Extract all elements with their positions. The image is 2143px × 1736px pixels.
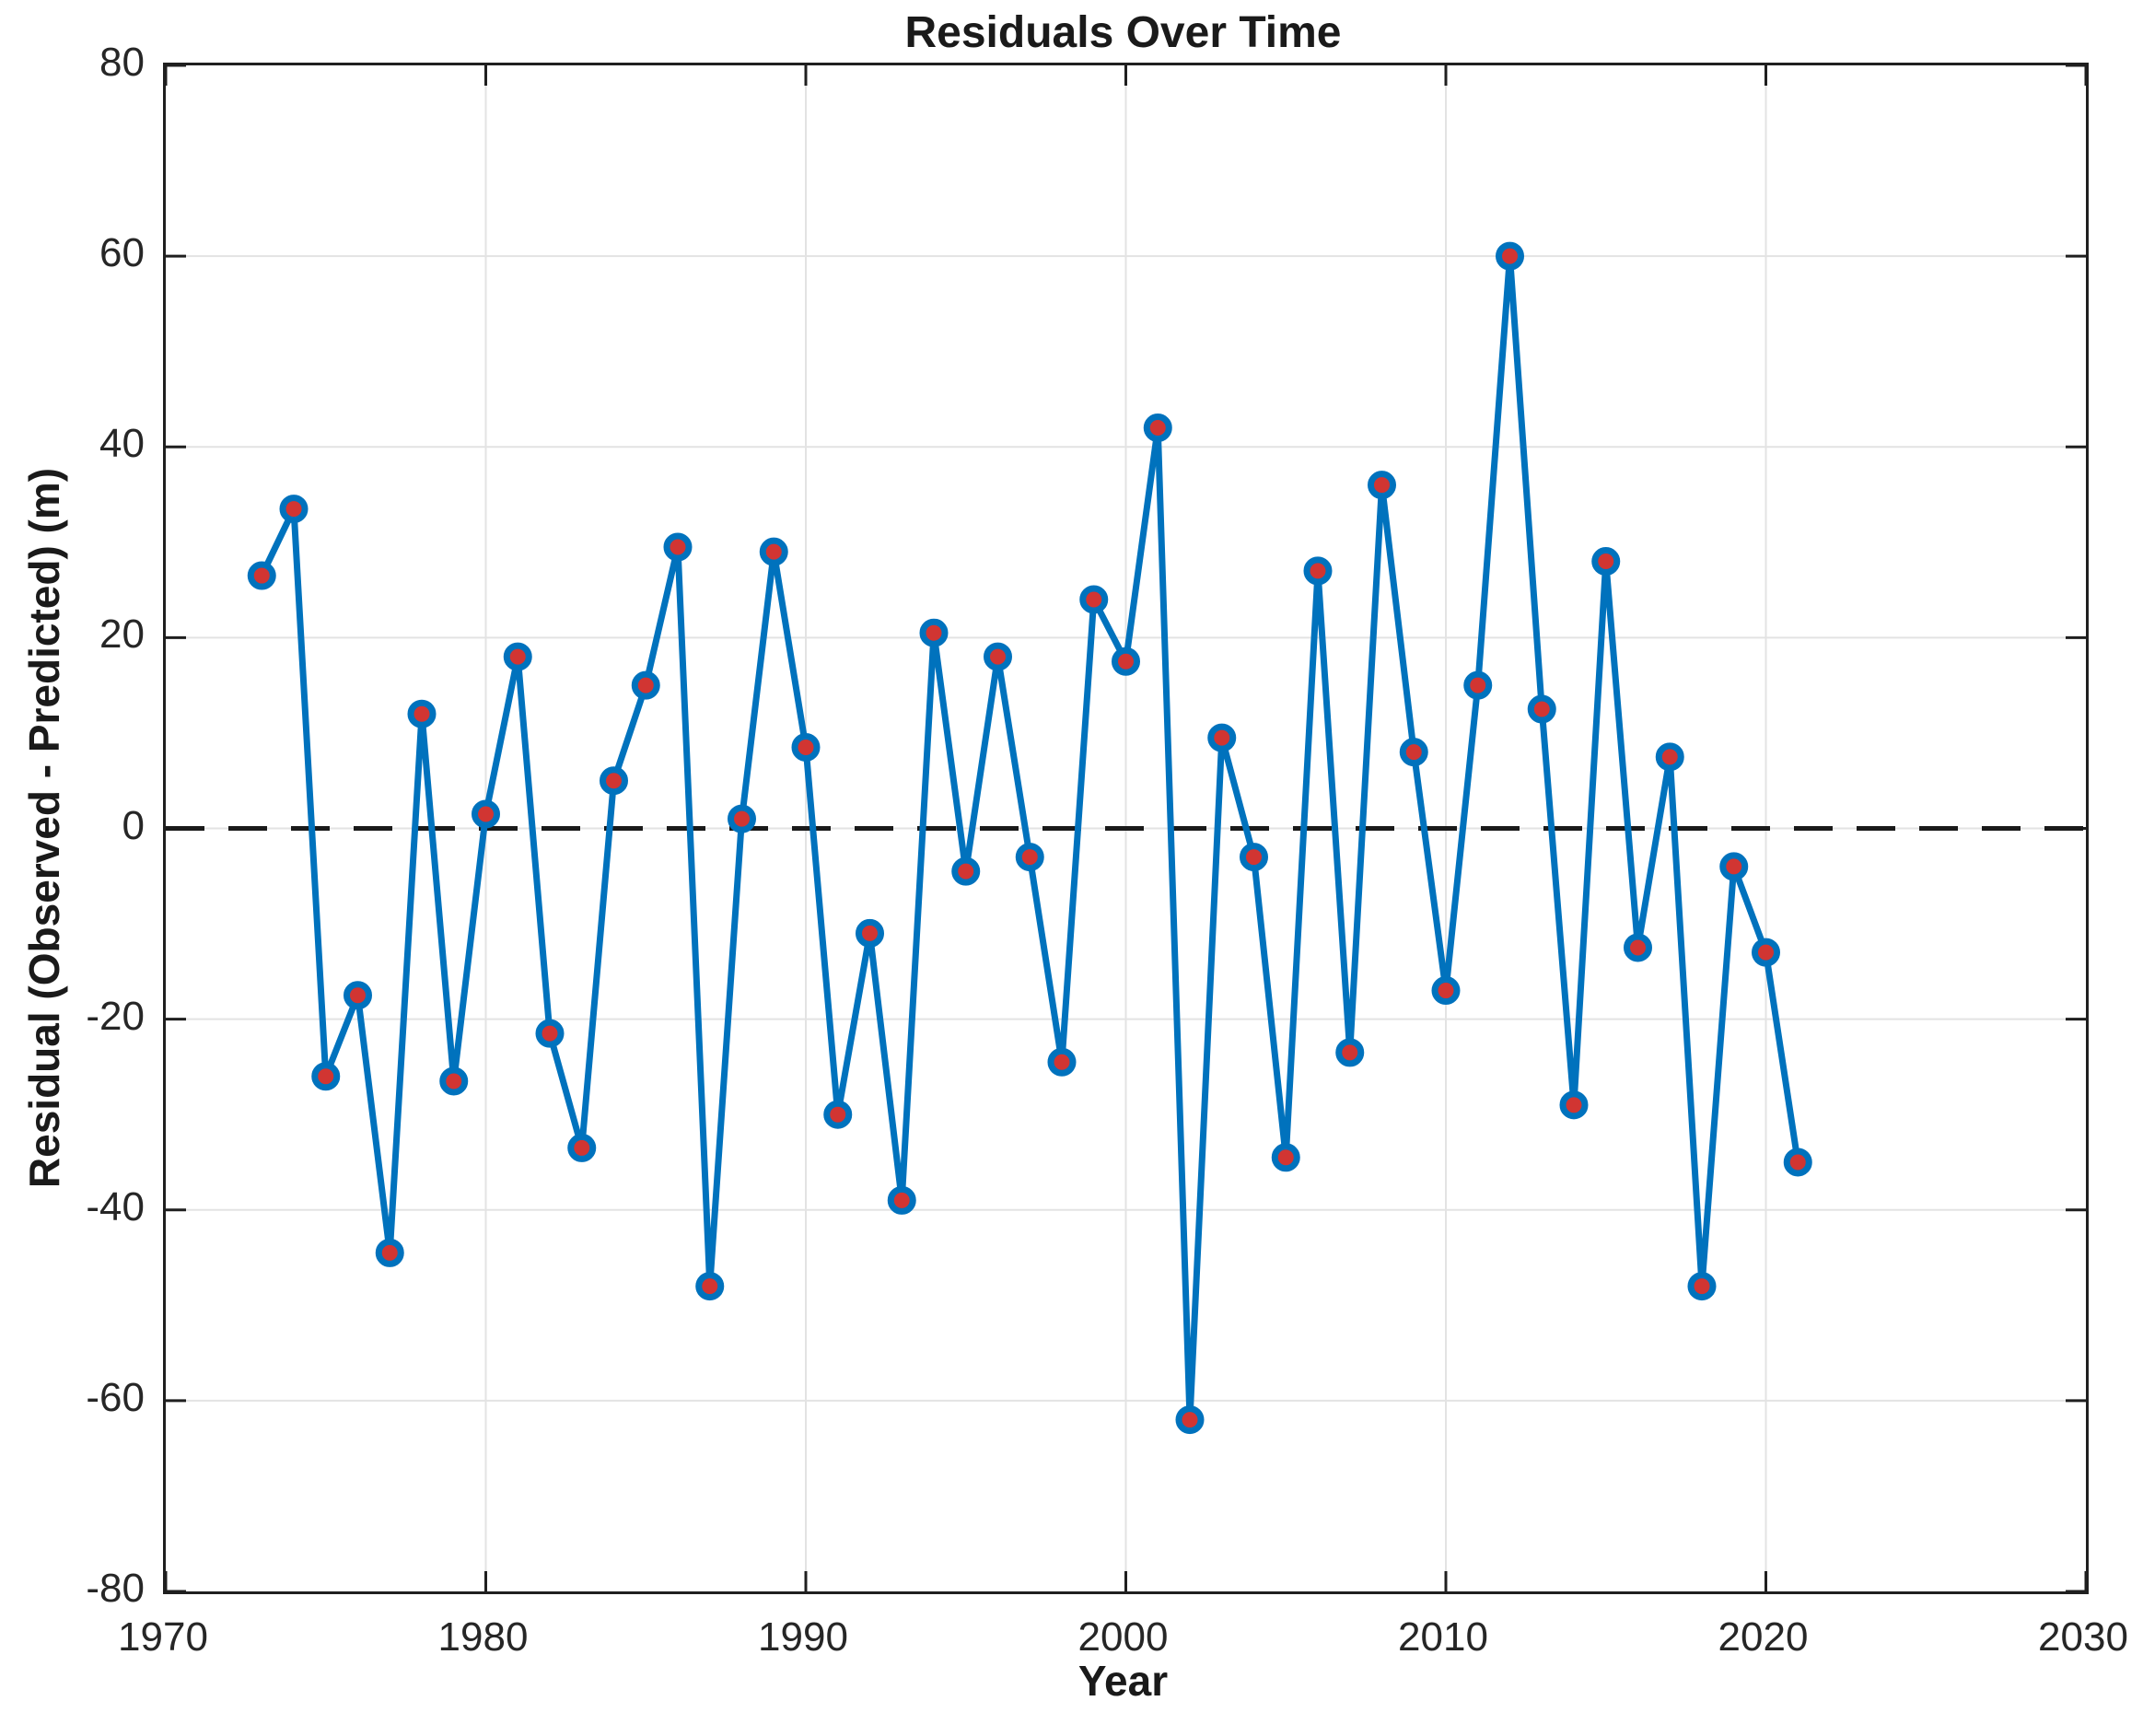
chart-canvas: [166, 65, 2086, 1591]
data-point-marker: [1752, 938, 1780, 967]
data-point-marker: [1783, 1148, 1812, 1177]
y-tick-label: 40: [99, 421, 145, 467]
x-tick-label: 1970: [118, 1614, 208, 1660]
y-tick-label: -20: [86, 993, 145, 1039]
data-point-marker: [1079, 585, 1109, 614]
data-point-marker: [247, 561, 276, 590]
data-point-marker: [535, 1019, 565, 1048]
data-point-marker: [1207, 723, 1237, 752]
data-point-marker: [1240, 843, 1268, 872]
data-point-marker: [887, 1185, 916, 1215]
data-point-marker: [1719, 852, 1749, 881]
y-tick-label: 60: [99, 230, 145, 276]
data-point-marker: [759, 537, 788, 566]
data-point-marker: [823, 1100, 853, 1129]
data-point-marker: [1112, 647, 1140, 676]
plot-area: [163, 63, 2089, 1594]
data-point-marker: [1687, 1272, 1717, 1301]
data-point-marker: [1143, 414, 1172, 443]
data-point-marker: [1655, 742, 1684, 772]
data-point-marker: [1303, 556, 1333, 586]
data-point-marker: [663, 532, 693, 562]
x-tick-label: 2010: [1398, 1614, 1488, 1660]
y-tick-label: -80: [86, 1566, 145, 1611]
x-axis-label: Year: [1077, 1657, 1169, 1705]
y-tick-label: 0: [122, 802, 145, 848]
data-point-marker: [503, 642, 532, 671]
data-point-marker: [631, 670, 660, 700]
data-point-marker: [567, 1133, 597, 1162]
data-point-marker: [1368, 471, 1396, 500]
y-tick-label: -40: [86, 1183, 145, 1229]
x-tick-label: 2030: [2038, 1614, 2128, 1660]
data-point-marker: [951, 856, 981, 886]
data-point-marker: [728, 804, 756, 833]
series-line: [258, 252, 1801, 1424]
data-point-marker: [311, 1062, 341, 1091]
data-point-marker: [1624, 933, 1652, 962]
data-point-marker: [1431, 976, 1461, 1006]
data-point-marker: [279, 495, 309, 524]
data-point-marker: [1335, 1038, 1365, 1067]
y-tick-label: 20: [99, 612, 145, 658]
y-axis-label: Residual (Observed - Predicted) (m): [20, 467, 68, 1189]
x-tick-label: 2020: [1718, 1614, 1809, 1660]
data-point-marker: [1496, 241, 1524, 271]
data-point-marker: [984, 642, 1012, 671]
data-point-marker: [1015, 843, 1044, 872]
data-point-marker: [791, 732, 821, 762]
data-point-marker: [439, 1066, 469, 1096]
data-point-marker: [344, 981, 372, 1010]
data-point-marker: [856, 918, 884, 948]
chart-title: Residuals Over Time: [904, 8, 1342, 57]
y-tick-label: 80: [99, 40, 145, 85]
x-tick-label: 1980: [437, 1614, 529, 1660]
data-point-marker: [407, 699, 437, 728]
data-point-marker: [1399, 738, 1428, 767]
x-tick-label: 1990: [758, 1614, 848, 1660]
data-point-marker: [375, 1238, 404, 1267]
data-point-marker: [1047, 1047, 1077, 1077]
data-point-marker: [695, 1272, 725, 1301]
data-point-marker: [1175, 1405, 1205, 1435]
data-point-marker: [1591, 547, 1621, 577]
data-point-marker: [1463, 670, 1493, 700]
x-tick-label: 2000: [1077, 1614, 1169, 1660]
data-point-marker: [600, 766, 628, 796]
y-tick-label: -60: [86, 1374, 145, 1420]
data-point-marker: [919, 618, 949, 647]
data-point-marker: [1527, 694, 1556, 724]
data-point-marker: [472, 799, 500, 829]
data-point-marker: [1271, 1143, 1300, 1172]
data-point-marker: [1559, 1090, 1589, 1120]
